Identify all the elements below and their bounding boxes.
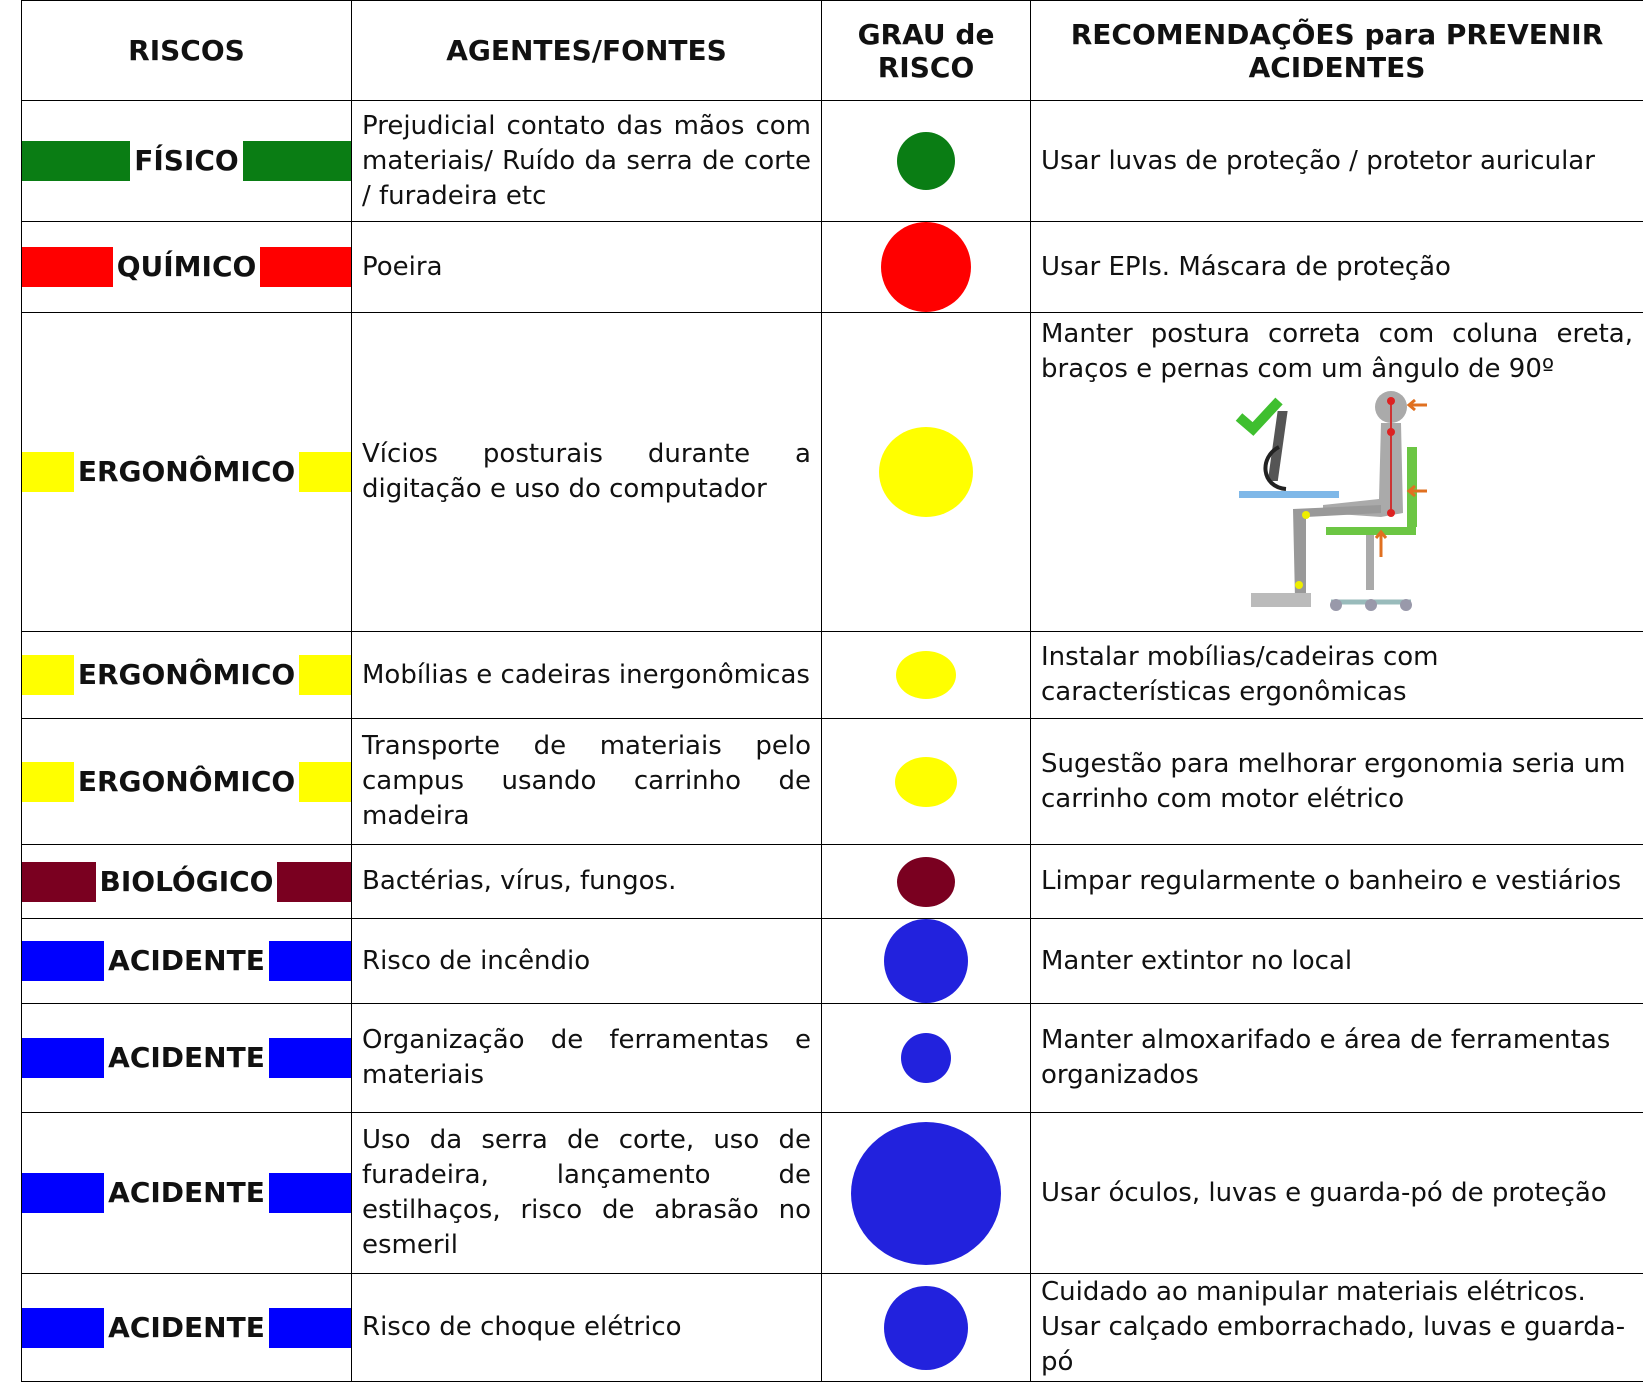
risk-cell: BIOLÓGICO [22, 845, 352, 919]
risk-label: ACIDENTE [104, 941, 269, 981]
risk-cell: ERGONÔMICO [22, 313, 352, 632]
risk-cell: ERGONÔMICO [22, 632, 352, 719]
degree-cell [822, 1274, 1031, 1382]
risk-circle [901, 1033, 951, 1083]
table-row: QUÍMICO Poeira Usar EPIs. Máscara de prote… [22, 222, 1643, 313]
risk-label: FÍSICO [130, 141, 242, 181]
table-row: ERGONÔMICO Vícios posturais durante a dig… [22, 313, 1643, 632]
recommendation-text: Cuidado ao manipular materiais elétricos… [1041, 1275, 1633, 1380]
agent-cell: Prejudicial contato das mãos com materia… [352, 101, 822, 222]
risk-color-bar: ACIDENTE [22, 1038, 351, 1078]
header-cell: RECOMENDAÇÕES para PREVENIR ACIDENTES [1031, 1, 1643, 101]
risk-table: RISCOS AGENTES/FONTES GRAU de RISCO RECO… [21, 0, 1643, 1382]
recommendation-cell: Cuidado ao manipular materiais elétricos… [1031, 1274, 1643, 1382]
risk-cell: QUÍMICO [22, 222, 352, 313]
risk-color-bar: ERGONÔMICO [22, 655, 351, 695]
risk-circle [879, 427, 973, 517]
recommendation-cell: Usar óculos, luvas e guarda-pó de proteç… [1031, 1113, 1643, 1274]
agent-cell: Poeira [352, 222, 822, 313]
risk-circle [884, 1286, 968, 1370]
recommendation-cell: Manter postura correta com coluna ereta,… [1031, 313, 1643, 632]
recommendation-cell: Limpar regularmente o banheiro e vestiár… [1031, 845, 1643, 919]
table-body: FÍSICO Prejudicial contato das mãos com m… [22, 101, 1643, 1382]
risk-cell: FÍSICO [22, 101, 352, 222]
risk-color-bar: ACIDENTE [22, 1308, 351, 1348]
recommendation-text: Usar óculos, luvas e guarda-pó de proteç… [1041, 1176, 1633, 1211]
risk-circle [881, 222, 971, 312]
degree-cell [822, 1004, 1031, 1113]
table-row: ACIDENTE Risco de choque elétrico Cuidado … [22, 1274, 1643, 1382]
posture-illustration [1231, 387, 1431, 617]
recommendation-text: Manter postura correta com coluna ereta,… [1041, 317, 1633, 387]
recommendation-text: Sugestão para melhorar ergonomia seria u… [1041, 747, 1633, 817]
recommendation-text: Manter almoxarifado e área de ferramenta… [1041, 1023, 1633, 1093]
table-row: ACIDENTE Organização de ferramentas e mat… [22, 1004, 1643, 1113]
recommendation-text: Manter extintor no local [1041, 944, 1633, 979]
recommendation-text: Usar EPIs. Máscara de proteção [1041, 250, 1633, 285]
degree-cell [822, 101, 1031, 222]
risk-color-bar: FÍSICO [22, 141, 351, 181]
degree-cell [822, 919, 1031, 1004]
risk-label: ACIDENTE [104, 1308, 269, 1348]
degree-cell [822, 313, 1031, 632]
risk-circle [895, 757, 957, 807]
recommendation-text: Usar luvas de proteção / protetor auricu… [1041, 144, 1633, 179]
recommendation-cell: Manter almoxarifado e área de ferramenta… [1031, 1004, 1643, 1113]
agent-cell: Mobílias e cadeiras inergonômicas [352, 632, 822, 719]
table-row: ACIDENTE Risco de incêndio Manter extintor… [22, 919, 1643, 1004]
risk-color-bar: ERGONÔMICO [22, 762, 351, 802]
risk-cell: ACIDENTE [22, 1004, 352, 1113]
recommendation-cell: Sugestão para melhorar ergonomia seria u… [1031, 719, 1643, 845]
recommendation-text: Instalar mobílias/cadeiras com caracterí… [1041, 640, 1633, 710]
degree-cell [822, 845, 1031, 919]
header-cell: RISCOS [22, 1, 352, 101]
risk-label: BIOLÓGICO [96, 862, 278, 902]
degree-cell [822, 222, 1031, 313]
header-row: RISCOS AGENTES/FONTES GRAU de RISCO RECO… [22, 1, 1643, 101]
risk-cell: ERGONÔMICO [22, 719, 352, 845]
risk-circle [896, 651, 956, 699]
risk-circle [851, 1122, 1001, 1265]
risk-color-bar: ERGONÔMICO [22, 452, 351, 492]
recommendation-cell: Instalar mobílias/cadeiras com caracterí… [1031, 632, 1643, 719]
agent-cell: Vícios posturais durante a digitação e u… [352, 313, 822, 632]
header-cell: AGENTES/FONTES [352, 1, 822, 101]
risk-circle [884, 919, 968, 1003]
risk-label: ACIDENTE [104, 1038, 269, 1078]
risk-cell: ACIDENTE [22, 919, 352, 1004]
table-row: ERGONÔMICO Transporte de materiais pelo c… [22, 719, 1643, 845]
risk-color-bar: ACIDENTE [22, 941, 351, 981]
agent-cell: Risco de choque elétrico [352, 1274, 822, 1382]
risk-cell: ACIDENTE [22, 1113, 352, 1274]
table-row: FÍSICO Prejudicial contato das mãos com m… [22, 101, 1643, 222]
recommendation-cell: Usar EPIs. Máscara de proteção [1031, 222, 1643, 313]
degree-cell [822, 632, 1031, 719]
agent-cell: Risco de incêndio [352, 919, 822, 1004]
risk-color-bar: BIOLÓGICO [22, 862, 351, 902]
recommendation-cell: Manter extintor no local [1031, 919, 1643, 1004]
risk-color-bar: ACIDENTE [22, 1173, 351, 1213]
table-row: ERGONÔMICO Mobílias e cadeiras inergonômi… [22, 632, 1643, 719]
table-row: BIOLÓGICO Bactérias, vírus, fungos. Limpar… [22, 845, 1643, 919]
risk-label: ERGONÔMICO [74, 655, 299, 695]
risk-label: QUÍMICO [113, 247, 261, 287]
header-cell: GRAU de RISCO [822, 1, 1031, 101]
recommendation-cell: Usar luvas de proteção / protetor auricu… [1031, 101, 1643, 222]
table-row: ACIDENTE Uso da serra de corte, uso de fu… [22, 1113, 1643, 1274]
risk-circle [897, 857, 955, 907]
risk-label: ERGONÔMICO [74, 762, 299, 802]
agent-cell: Transporte de materiais pelo campus usan… [352, 719, 822, 845]
risk-label: ERGONÔMICO [74, 452, 299, 492]
risk-circle [897, 132, 955, 190]
risk-color-bar: QUÍMICO [22, 247, 351, 287]
risk-cell: ACIDENTE [22, 1274, 352, 1382]
degree-cell [822, 719, 1031, 845]
agent-cell: Bactérias, vírus, fungos. [352, 845, 822, 919]
agent-cell: Uso da serra de corte, uso de furadeira,… [352, 1113, 822, 1274]
agent-cell: Organização de ferramentas e materiais [352, 1004, 822, 1113]
risk-label: ACIDENTE [104, 1173, 269, 1213]
degree-cell [822, 1113, 1031, 1274]
recommendation-text: Limpar regularmente o banheiro e vestiár… [1041, 864, 1633, 899]
